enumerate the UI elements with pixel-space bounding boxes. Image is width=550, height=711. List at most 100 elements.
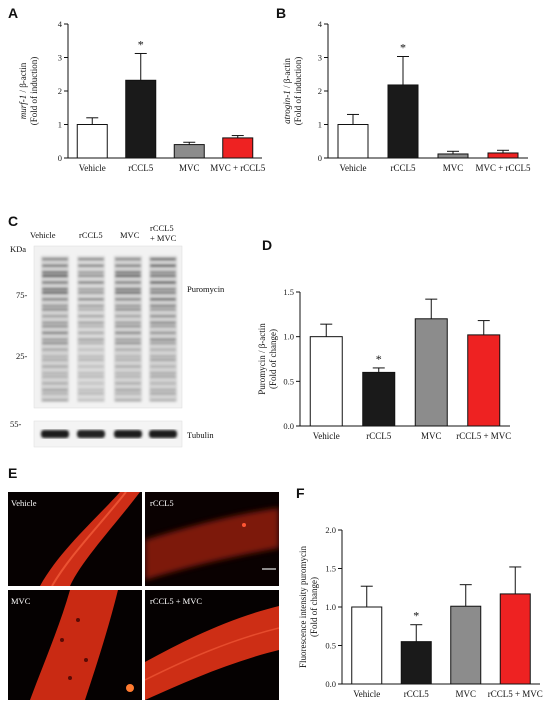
blot-band	[78, 338, 104, 341]
blot-band	[115, 308, 141, 311]
blot-band	[78, 342, 104, 345]
blot-band	[42, 375, 68, 378]
kda-label: KDa	[10, 244, 26, 254]
blot-band	[150, 375, 176, 378]
blot-band	[78, 375, 104, 378]
blot-band	[115, 321, 141, 324]
x-category-label: Vehicle	[79, 163, 106, 173]
blot-band	[150, 315, 176, 318]
blot-band	[42, 264, 68, 267]
blot-lane-smear	[114, 256, 142, 402]
blot-band	[78, 382, 104, 385]
bar-vehicle	[309, 336, 343, 427]
blot-band	[78, 321, 104, 324]
y-tick-label: 0.0	[325, 679, 336, 689]
y-tick-label: 1.5	[325, 564, 336, 574]
blot-band	[150, 281, 176, 284]
y-axis-label-ref: / β-actin	[18, 62, 28, 95]
lane-label-mvc: MVC	[120, 230, 140, 240]
x-category-label: rCCL5	[128, 163, 154, 173]
y-tick-label: 4	[58, 19, 63, 29]
y-tick-label: 0.0	[283, 421, 294, 431]
blot-band	[42, 331, 68, 334]
bar-vehicle	[351, 606, 383, 685]
blot-band	[150, 258, 176, 261]
y-tick-label: 1.0	[283, 332, 294, 342]
y-tick-label: 1	[58, 120, 62, 130]
blot-band	[78, 281, 104, 284]
x-category-label: rCCL5	[366, 431, 392, 441]
tubulin-bands	[41, 430, 177, 438]
blot-band	[150, 365, 176, 368]
blot-band	[115, 355, 141, 358]
blot-band	[78, 358, 104, 361]
blot-band	[78, 288, 104, 291]
bar-mvc	[450, 605, 482, 685]
band-label-puromycin: Puromycin	[187, 284, 225, 294]
blot-band	[150, 308, 176, 311]
y-axis-label-line2: (Fold of induction)	[293, 57, 303, 126]
blot-band	[150, 355, 176, 358]
panel-label-e: E	[8, 465, 17, 481]
x-category-label: rCCL5 + MVC	[488, 689, 543, 699]
x-category-label: Vehicle	[313, 431, 340, 441]
blot-band	[115, 348, 141, 351]
blot-band	[42, 358, 68, 361]
x-category-label: MVC + rCCL5	[210, 163, 266, 173]
y-tick-label: 0.5	[283, 376, 294, 386]
blot-band	[42, 365, 68, 368]
blot-band	[150, 271, 176, 274]
blot-band	[115, 392, 141, 395]
y-axis-label-line2: (Fold of change)	[268, 329, 278, 389]
y-tick-label: 3	[318, 53, 322, 63]
blot-band	[78, 258, 104, 261]
lane-label-rccl5-mvc-2: + MVC	[150, 233, 177, 243]
lane-label-rccl5-mvc-1: rCCL5	[150, 223, 174, 233]
band-label-tubulin: Tubulin	[187, 430, 214, 440]
significance-marker: *	[413, 609, 419, 623]
micro-label-rccl5: rCCL5	[150, 498, 174, 508]
blot-band	[42, 321, 68, 324]
blot-band	[42, 372, 68, 375]
blot-band	[150, 304, 176, 307]
blot-band	[115, 358, 141, 361]
blot-band	[78, 291, 104, 294]
blot-band	[115, 271, 141, 274]
blot-band	[42, 281, 68, 284]
blot-band	[78, 355, 104, 358]
blot-band	[150, 321, 176, 324]
blot-band	[42, 392, 68, 395]
bar-vehicle	[337, 124, 369, 159]
blot-band	[150, 338, 176, 341]
bar-vehicle	[76, 124, 108, 159]
bar-rccl5	[387, 84, 419, 159]
chart-a-murf1: 0 1 2 3 4 Vehicle rCCL5 * MVC MVC + rCCL5 murf-1 /…	[18, 19, 266, 173]
blot-band	[42, 291, 68, 294]
blot-band	[150, 325, 176, 328]
blot-band	[42, 298, 68, 301]
blot-band	[78, 315, 104, 318]
bar-rccl5-mvc	[499, 593, 531, 685]
blot-band	[42, 274, 68, 277]
blot-band	[42, 258, 68, 261]
x-category-label: MVC	[455, 689, 476, 699]
marker-25: 25-	[16, 351, 28, 361]
x-category-label: MVC + rCCL5	[475, 163, 531, 173]
blot-band	[115, 304, 141, 307]
y-axis-label: Fluorescence intensity puromycin	[298, 546, 308, 668]
y-axis-label-ref: / β-actin	[282, 58, 292, 91]
blot-band	[150, 392, 176, 395]
lane-label-rccl5: rCCL5	[79, 230, 103, 240]
x-category-label: rCCL5	[390, 163, 416, 173]
blot-band	[42, 382, 68, 385]
blot-band	[115, 325, 141, 328]
y-axis-label-line2: (Fold of change)	[309, 577, 319, 637]
bar-rccl5	[400, 641, 432, 685]
x-category-label: MVC	[443, 163, 464, 173]
panel-label-b: B	[276, 5, 286, 21]
blot-band	[78, 274, 104, 277]
bar-rccl5-mvc	[467, 334, 501, 427]
blot-band	[78, 308, 104, 311]
y-tick-label: 1.0	[325, 602, 336, 612]
